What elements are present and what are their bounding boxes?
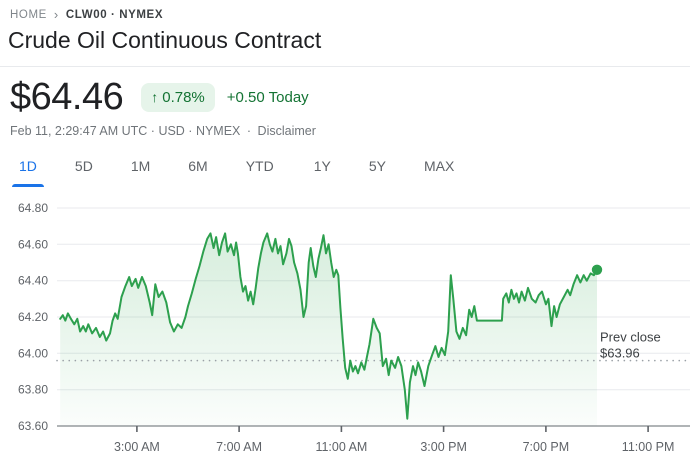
price-chart[interactable]: 64.80 64.60 64.40 64.20 64.00 63.80 63.60 3:00 … xyxy=(0,195,690,465)
breadcrumb-home-link[interactable]: HOME xyxy=(10,8,47,21)
quote-meta: Feb 11, 2:29:47 AM UTC · USD · NYMEX · D… xyxy=(10,124,316,138)
tab-5y[interactable]: 5Y xyxy=(360,150,395,187)
prev-close-annotation: Prev close$63.96 xyxy=(600,330,661,361)
y-axis-label: 63.60 xyxy=(18,419,48,433)
y-axis-label: 64.20 xyxy=(18,310,48,324)
disclaimer-link[interactable]: Disclaimer xyxy=(257,124,316,138)
page-title: Crude Oil Continuous Contract xyxy=(8,27,322,53)
breadcrumb-chevron-icon: › xyxy=(53,7,59,22)
chart-section: 64.80 64.60 64.40 64.20 64.00 63.80 63.60 3:00 … xyxy=(0,195,690,465)
x-axis-label: 11:00 AM xyxy=(315,440,367,454)
change-absolute: +0.50 Today xyxy=(227,89,309,106)
tab-max[interactable]: MAX xyxy=(415,150,463,187)
breadcrumb-symbol: CLW00 · NYMEX xyxy=(65,8,164,21)
price-area-fill xyxy=(60,233,597,426)
title-divider xyxy=(0,66,690,67)
y-axis-label: 64.60 xyxy=(18,237,48,251)
tab-1d[interactable]: 1D xyxy=(10,150,46,187)
x-axis: 3:00 AM 7:00 AM 11:00 AM 3:00 PM 7:00 PM 11:0… xyxy=(57,425,690,454)
x-axis-label: 3:00 AM xyxy=(114,440,160,454)
change-percent-badge: ↑ 0.78% xyxy=(141,82,215,112)
breadcrumb: HOME › CLW00 · NYMEX xyxy=(10,8,163,21)
y-axis-label: 64.00 xyxy=(18,346,48,360)
meta-separator: · xyxy=(246,124,252,138)
price-line xyxy=(59,232,598,420)
current-price: $64.46 xyxy=(10,76,124,118)
tab-1y[interactable]: 1Y xyxy=(305,150,340,187)
prev-close-label: Prev close xyxy=(600,330,661,345)
prev-close-value: $63.96 xyxy=(600,346,640,361)
change-percent-value: 0.78% xyxy=(162,88,205,106)
x-axis-label: 11:00 PM xyxy=(622,440,675,454)
change-period-label: Today xyxy=(268,88,309,106)
x-axis-label: 3:00 PM xyxy=(420,440,467,454)
tab-1m[interactable]: 1M xyxy=(122,150,159,187)
y-axis-label: 63.80 xyxy=(18,383,48,397)
tab-ytd[interactable]: YTD xyxy=(237,150,283,187)
y-axis-label: 64.80 xyxy=(18,201,48,215)
arrow-up-icon: ↑ xyxy=(151,89,159,105)
x-axis-label: 7:00 PM xyxy=(523,440,570,454)
last-price-dot xyxy=(591,264,603,275)
range-tabs: 1D 5D 1M 6M YTD 1Y 5Y MAX xyxy=(10,150,485,187)
quote-timestamp: Feb 11, 2:29:47 AM UTC · USD · NYMEX xyxy=(10,124,241,138)
tab-6m[interactable]: 6M xyxy=(179,150,216,187)
change-absolute-value: +0.50 xyxy=(226,88,265,106)
quote-section: $64.46 ↑ 0.78% +0.50 Today xyxy=(10,78,309,116)
x-axis-label: 7:00 AM xyxy=(216,440,262,454)
tab-5d[interactable]: 5D xyxy=(66,150,102,187)
y-axis-label: 64.40 xyxy=(18,274,48,288)
